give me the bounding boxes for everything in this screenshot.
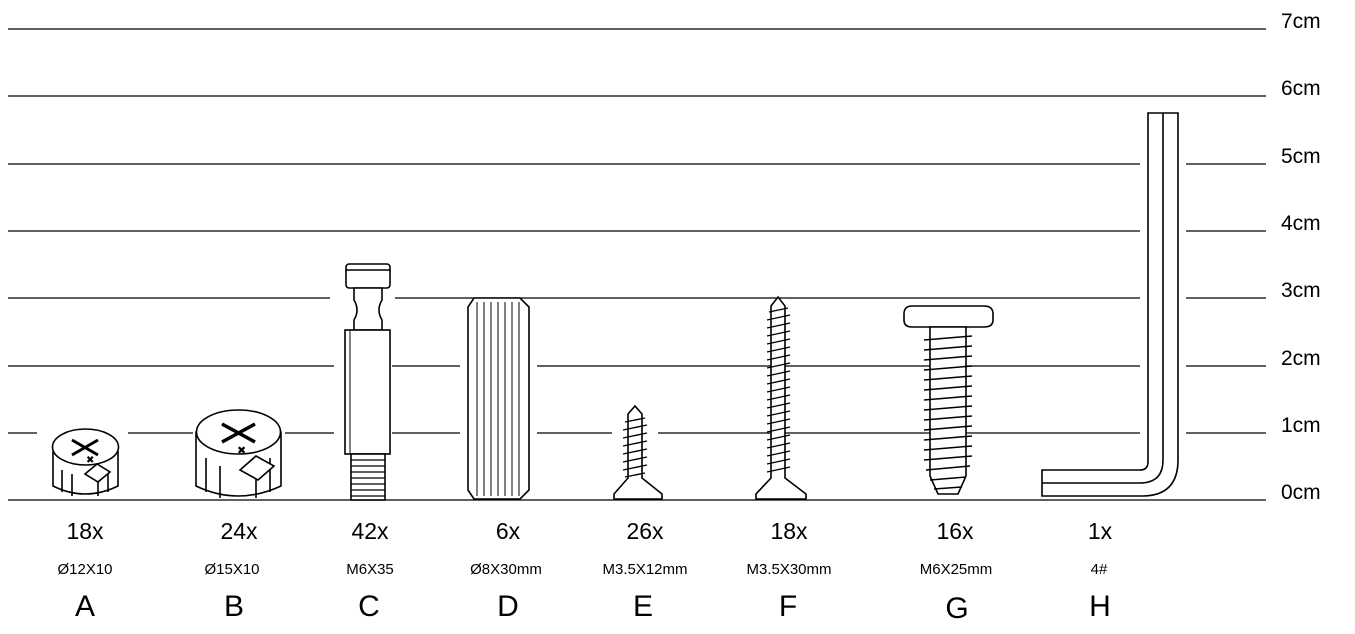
part-a-letter: A xyxy=(74,590,95,623)
wooden-dowel-icon xyxy=(467,297,530,500)
part-g-size: M6X25mm xyxy=(919,561,993,578)
part-f-letter: F xyxy=(778,590,798,623)
cam-lock-small-icon: ✖ xyxy=(51,428,120,496)
part-c-quantity: 42x xyxy=(351,518,389,544)
part-g-letter: G xyxy=(945,592,969,625)
part-d-size: Ø8X30mm xyxy=(470,561,542,578)
scale-label-5cm: 5cm xyxy=(1281,145,1321,168)
part-b-letter: B xyxy=(223,590,244,623)
part-g-quantity: 16x xyxy=(936,518,974,544)
part-e-size: M3.5X12mm xyxy=(602,561,688,578)
part-b-size: Ø15X10 xyxy=(204,561,260,578)
part-f-size: M3.5X30mm xyxy=(746,561,832,578)
cam-bolt-icon xyxy=(344,263,391,501)
scale-label-4cm: 4cm xyxy=(1281,212,1321,235)
scale-gridlines xyxy=(8,28,1266,501)
part-e-quantity: 26x xyxy=(626,518,664,544)
part-h-size: 4# xyxy=(1090,561,1108,578)
scale-label-0cm: 0cm xyxy=(1281,481,1321,504)
scale-label-7cm: 7cm xyxy=(1281,10,1321,33)
part-d-letter: D xyxy=(497,590,519,623)
part-e-letter: E xyxy=(632,590,653,623)
short-screw-icon xyxy=(613,404,663,500)
pan-head-screw-icon xyxy=(903,305,994,495)
long-screw-icon xyxy=(755,295,807,500)
part-d-quantity: 6x xyxy=(495,518,521,544)
scale-label-6cm: 6cm xyxy=(1281,77,1321,100)
scale-label-1cm: 1cm xyxy=(1281,414,1321,437)
allen-key-icon xyxy=(1041,112,1179,497)
cam-lock-large-icon: ✖ xyxy=(195,409,282,498)
part-c-letter: C xyxy=(358,590,380,623)
part-a-size: Ø12X10 xyxy=(57,561,113,578)
scale-label-3cm: 3cm xyxy=(1281,279,1321,302)
svg-text:✖: ✖ xyxy=(237,445,246,457)
svg-text:✖: ✖ xyxy=(86,455,94,466)
part-c-size: M6X35 xyxy=(346,561,394,578)
scale-label-2cm: 2cm xyxy=(1281,347,1321,370)
part-h-quantity: 1x xyxy=(1087,518,1113,544)
part-f-quantity: 18x xyxy=(770,518,808,544)
part-h-letter: H xyxy=(1089,590,1111,623)
part-a-quantity: 18x xyxy=(66,518,104,544)
part-b-quantity: 24x xyxy=(220,518,258,544)
